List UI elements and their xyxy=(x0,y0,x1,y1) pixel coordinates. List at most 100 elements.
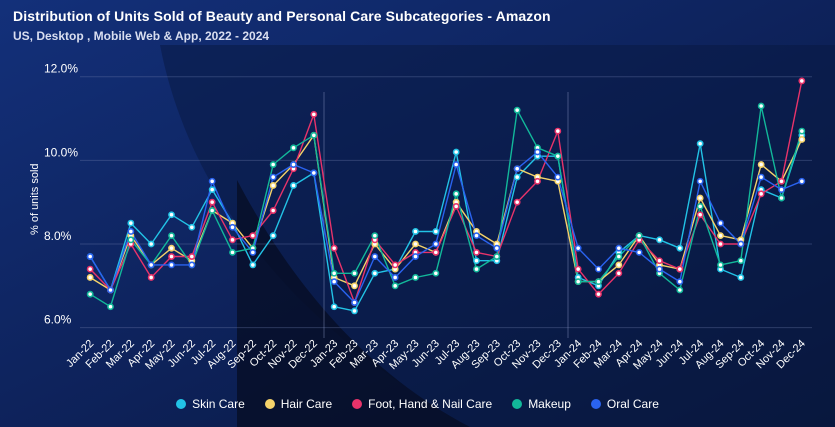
data-point[interactable] xyxy=(615,261,623,269)
data-point[interactable] xyxy=(473,248,480,256)
data-point[interactable] xyxy=(412,240,419,248)
data-point[interactable] xyxy=(269,161,277,168)
data-point[interactable] xyxy=(493,253,501,260)
data-point[interactable] xyxy=(656,236,663,244)
data-point[interactable] xyxy=(229,248,236,256)
data-point[interactable] xyxy=(615,244,623,252)
legend-item[interactable]: Oral Care xyxy=(590,397,659,411)
data-point[interactable] xyxy=(290,144,297,152)
data-point[interactable] xyxy=(696,140,704,148)
data-point[interactable] xyxy=(168,232,175,240)
data-point[interactable] xyxy=(574,278,582,286)
data-point[interactable] xyxy=(229,223,236,231)
data-point[interactable] xyxy=(107,286,114,294)
data-point[interactable] xyxy=(168,211,175,219)
data-point[interactable] xyxy=(269,173,277,181)
data-point[interactable] xyxy=(513,173,521,181)
legend-item[interactable]: Makeup xyxy=(512,397,571,411)
data-point[interactable] xyxy=(229,236,236,244)
data-point[interactable] xyxy=(595,290,602,298)
data-point[interactable] xyxy=(168,261,175,269)
data-point[interactable] xyxy=(127,219,135,227)
data-point[interactable] xyxy=(310,131,318,139)
data-point[interactable] xyxy=(86,290,94,298)
data-point[interactable] xyxy=(615,269,623,277)
data-point[interactable] xyxy=(554,127,562,135)
data-point[interactable] xyxy=(513,198,521,206)
data-point[interactable] xyxy=(249,261,257,269)
data-point[interactable] xyxy=(249,248,257,256)
data-point[interactable] xyxy=(269,232,277,240)
data-point[interactable] xyxy=(412,253,419,260)
data-point[interactable] xyxy=(615,253,623,260)
data-point[interactable] xyxy=(798,177,806,185)
data-point[interactable] xyxy=(351,269,358,277)
legend-item[interactable]: Hair Care xyxy=(264,397,332,411)
data-point[interactable] xyxy=(290,182,297,189)
data-point[interactable] xyxy=(717,232,724,240)
data-point[interactable] xyxy=(574,244,582,252)
data-point[interactable] xyxy=(208,198,216,206)
data-point[interactable] xyxy=(452,202,460,210)
data-point[interactable] xyxy=(269,207,277,214)
data-point[interactable] xyxy=(574,265,582,273)
data-point[interactable] xyxy=(757,161,765,168)
data-point[interactable] xyxy=(391,261,399,269)
data-point[interactable] xyxy=(473,257,480,265)
data-point[interactable] xyxy=(798,77,806,85)
data-point[interactable] xyxy=(737,274,745,281)
data-point[interactable] xyxy=(452,190,460,198)
data-point[interactable] xyxy=(554,173,562,181)
data-point[interactable] xyxy=(513,165,521,173)
data-point[interactable] xyxy=(656,265,663,273)
data-point[interactable] xyxy=(513,106,521,114)
data-point[interactable] xyxy=(330,303,338,311)
data-point[interactable] xyxy=(452,161,460,168)
data-point[interactable] xyxy=(737,240,745,248)
data-point[interactable] xyxy=(452,148,460,156)
data-point[interactable] xyxy=(595,265,602,273)
data-point[interactable] xyxy=(188,261,196,269)
data-point[interactable] xyxy=(696,194,704,202)
data-point[interactable] xyxy=(656,257,663,265)
data-point[interactable] xyxy=(412,228,419,235)
data-point[interactable] xyxy=(147,240,155,248)
data-point[interactable] xyxy=(432,248,440,256)
data-point[interactable] xyxy=(107,303,114,311)
data-point[interactable] xyxy=(798,136,806,143)
data-point[interactable] xyxy=(168,253,175,260)
data-point[interactable] xyxy=(473,265,480,273)
data-point[interactable] xyxy=(635,248,643,256)
data-point[interactable] xyxy=(330,269,338,277)
data-point[interactable] xyxy=(127,236,135,244)
data-point[interactable] xyxy=(208,186,216,194)
data-point[interactable] xyxy=(534,148,541,156)
data-point[interactable] xyxy=(310,110,318,118)
data-point[interactable] xyxy=(330,244,338,252)
data-point[interactable] xyxy=(371,232,379,240)
data-point[interactable] xyxy=(290,161,297,168)
data-point[interactable] xyxy=(798,127,806,135)
legend-item[interactable]: Foot, Hand & Nail Care xyxy=(352,397,492,411)
data-point[interactable] xyxy=(432,269,440,277)
data-point[interactable] xyxy=(676,265,684,273)
data-point[interactable] xyxy=(778,194,785,202)
data-point[interactable] xyxy=(351,307,358,315)
data-point[interactable] xyxy=(188,253,196,260)
data-point[interactable] xyxy=(86,274,94,281)
legend-item[interactable]: Skin Care xyxy=(176,397,245,411)
data-point[interactable] xyxy=(127,228,135,235)
data-point[interactable] xyxy=(371,253,379,260)
data-point[interactable] xyxy=(635,232,643,240)
data-point[interactable] xyxy=(391,274,399,281)
data-point[interactable] xyxy=(778,177,785,185)
data-point[interactable] xyxy=(493,244,501,252)
data-point[interactable] xyxy=(391,282,399,290)
data-point[interactable] xyxy=(696,211,704,219)
data-point[interactable] xyxy=(351,282,358,290)
data-point[interactable] xyxy=(473,232,480,240)
data-point[interactable] xyxy=(208,207,216,214)
data-point[interactable] xyxy=(717,261,724,269)
data-point[interactable] xyxy=(676,278,684,286)
data-point[interactable] xyxy=(696,177,704,185)
